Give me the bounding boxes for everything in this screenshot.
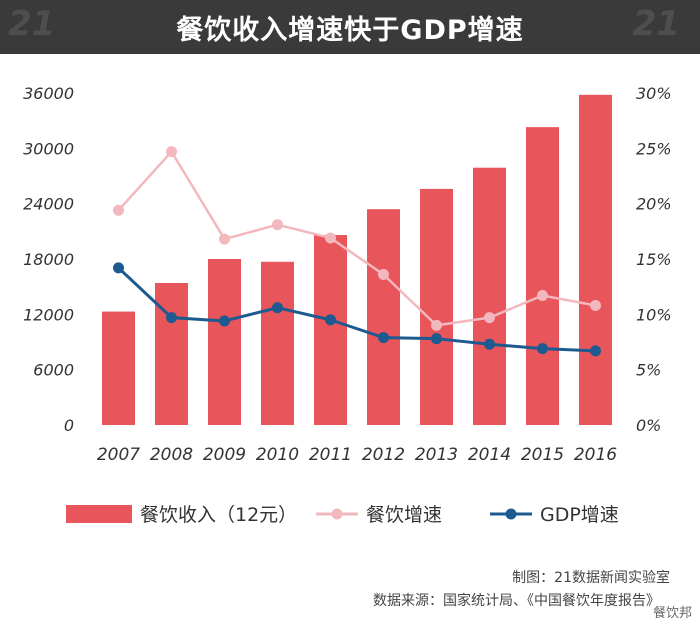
x-tick-label: 2009 [203, 445, 246, 465]
gdp-growth-point [590, 345, 601, 357]
x-tick-label: 2010 [256, 445, 299, 465]
x-tick-label: 2011 [309, 445, 352, 465]
bar [420, 188, 453, 425]
gdp-growth-point [219, 315, 230, 327]
y-right-tick-label: 5% [636, 361, 661, 380]
x-tick-label: 2007 [97, 445, 140, 465]
y-right-tick-label: 25% [636, 139, 672, 158]
legend-restaurant-swatch-point [331, 508, 343, 520]
y-right-tick-label: 20% [636, 195, 672, 214]
y-left-tick-label: 6000 [33, 361, 74, 380]
gdp-growth-point [325, 314, 336, 326]
y-left-tick-label: 24000 [23, 195, 74, 214]
footer-credit: 制图：21数据新闻实验室 [512, 570, 670, 586]
bar [473, 167, 506, 425]
restaurant-growth-point [113, 204, 124, 216]
bar [155, 282, 188, 425]
bar [102, 311, 135, 425]
y-left-tick-label: 30000 [23, 139, 74, 158]
gdp-growth-point [166, 312, 177, 324]
gdp-growth-point [272, 302, 283, 314]
x-tick-label: 2012 [362, 445, 405, 465]
x-tick-label: 2014 [468, 445, 511, 465]
gdp-growth-point [431, 333, 442, 345]
legend-bar-label: 餐饮收入（12元） [140, 504, 297, 526]
restaurant-growth-point [325, 232, 336, 244]
title-bar: 21 餐饮收入增速快于GDP增速 21 [0, 0, 700, 54]
y-right-tick-label: 15% [636, 250, 672, 269]
legend-bar-swatch [66, 505, 132, 523]
gdp-growth-point [537, 343, 548, 355]
bar [208, 259, 241, 425]
footer-source: 数据来源：国家统计局、《中国餐饮年度报告》 [373, 593, 660, 609]
legend-gdp-label: GDP增速 [540, 504, 619, 526]
x-tick-label: 2008 [150, 445, 193, 465]
restaurant-growth-point [378, 268, 389, 280]
x-tick-label: 2015 [521, 445, 564, 465]
y-left-tick-label: 12000 [23, 305, 74, 324]
y-left-tick-label: 36000 [23, 84, 74, 103]
y-right-tick-label: 10% [636, 305, 672, 324]
gdp-growth-line [117, 266, 596, 353]
x-tick-label: 2013 [415, 445, 458, 465]
restaurant-growth-point [484, 312, 495, 324]
bar [526, 127, 559, 425]
restaurant-growth-point [166, 146, 177, 158]
watermark-left: 21 [8, 4, 56, 44]
y-right-tick-label: 0% [636, 416, 661, 435]
watermark-right: 21 [632, 4, 680, 44]
legend-restaurant-label: 餐饮增速 [366, 504, 442, 526]
restaurant-growth-point [431, 319, 442, 331]
restaurant-growth-point [219, 233, 230, 245]
restaurant-growth-point [590, 299, 601, 311]
chart-title: 餐饮收入增速快于GDP增速 [176, 14, 524, 46]
gdp-growth-point [378, 332, 389, 344]
corner-logo: 餐饮邦 [652, 606, 692, 621]
combo-chart: 0 6000 12000 18000 24000 30000 36000 0% 5% 10% 15%… [23, 84, 672, 526]
bar [261, 261, 294, 425]
restaurant-growth-point [272, 219, 283, 231]
x-tick-label: 2016 [574, 445, 617, 465]
gdp-growth-point [484, 338, 495, 350]
y-left-tick-label: 18000 [23, 250, 74, 269]
restaurant-growth-point [537, 290, 548, 302]
y-left-tick-label: 0 [64, 416, 74, 435]
legend-gdp-swatch-point [505, 508, 517, 520]
gdp-growth-point [113, 262, 124, 274]
bar [367, 209, 400, 425]
bar [314, 235, 347, 425]
y-right-tick-label: 30% [636, 84, 672, 103]
bar [579, 94, 612, 425]
restaurant-growth-line [117, 150, 596, 327]
